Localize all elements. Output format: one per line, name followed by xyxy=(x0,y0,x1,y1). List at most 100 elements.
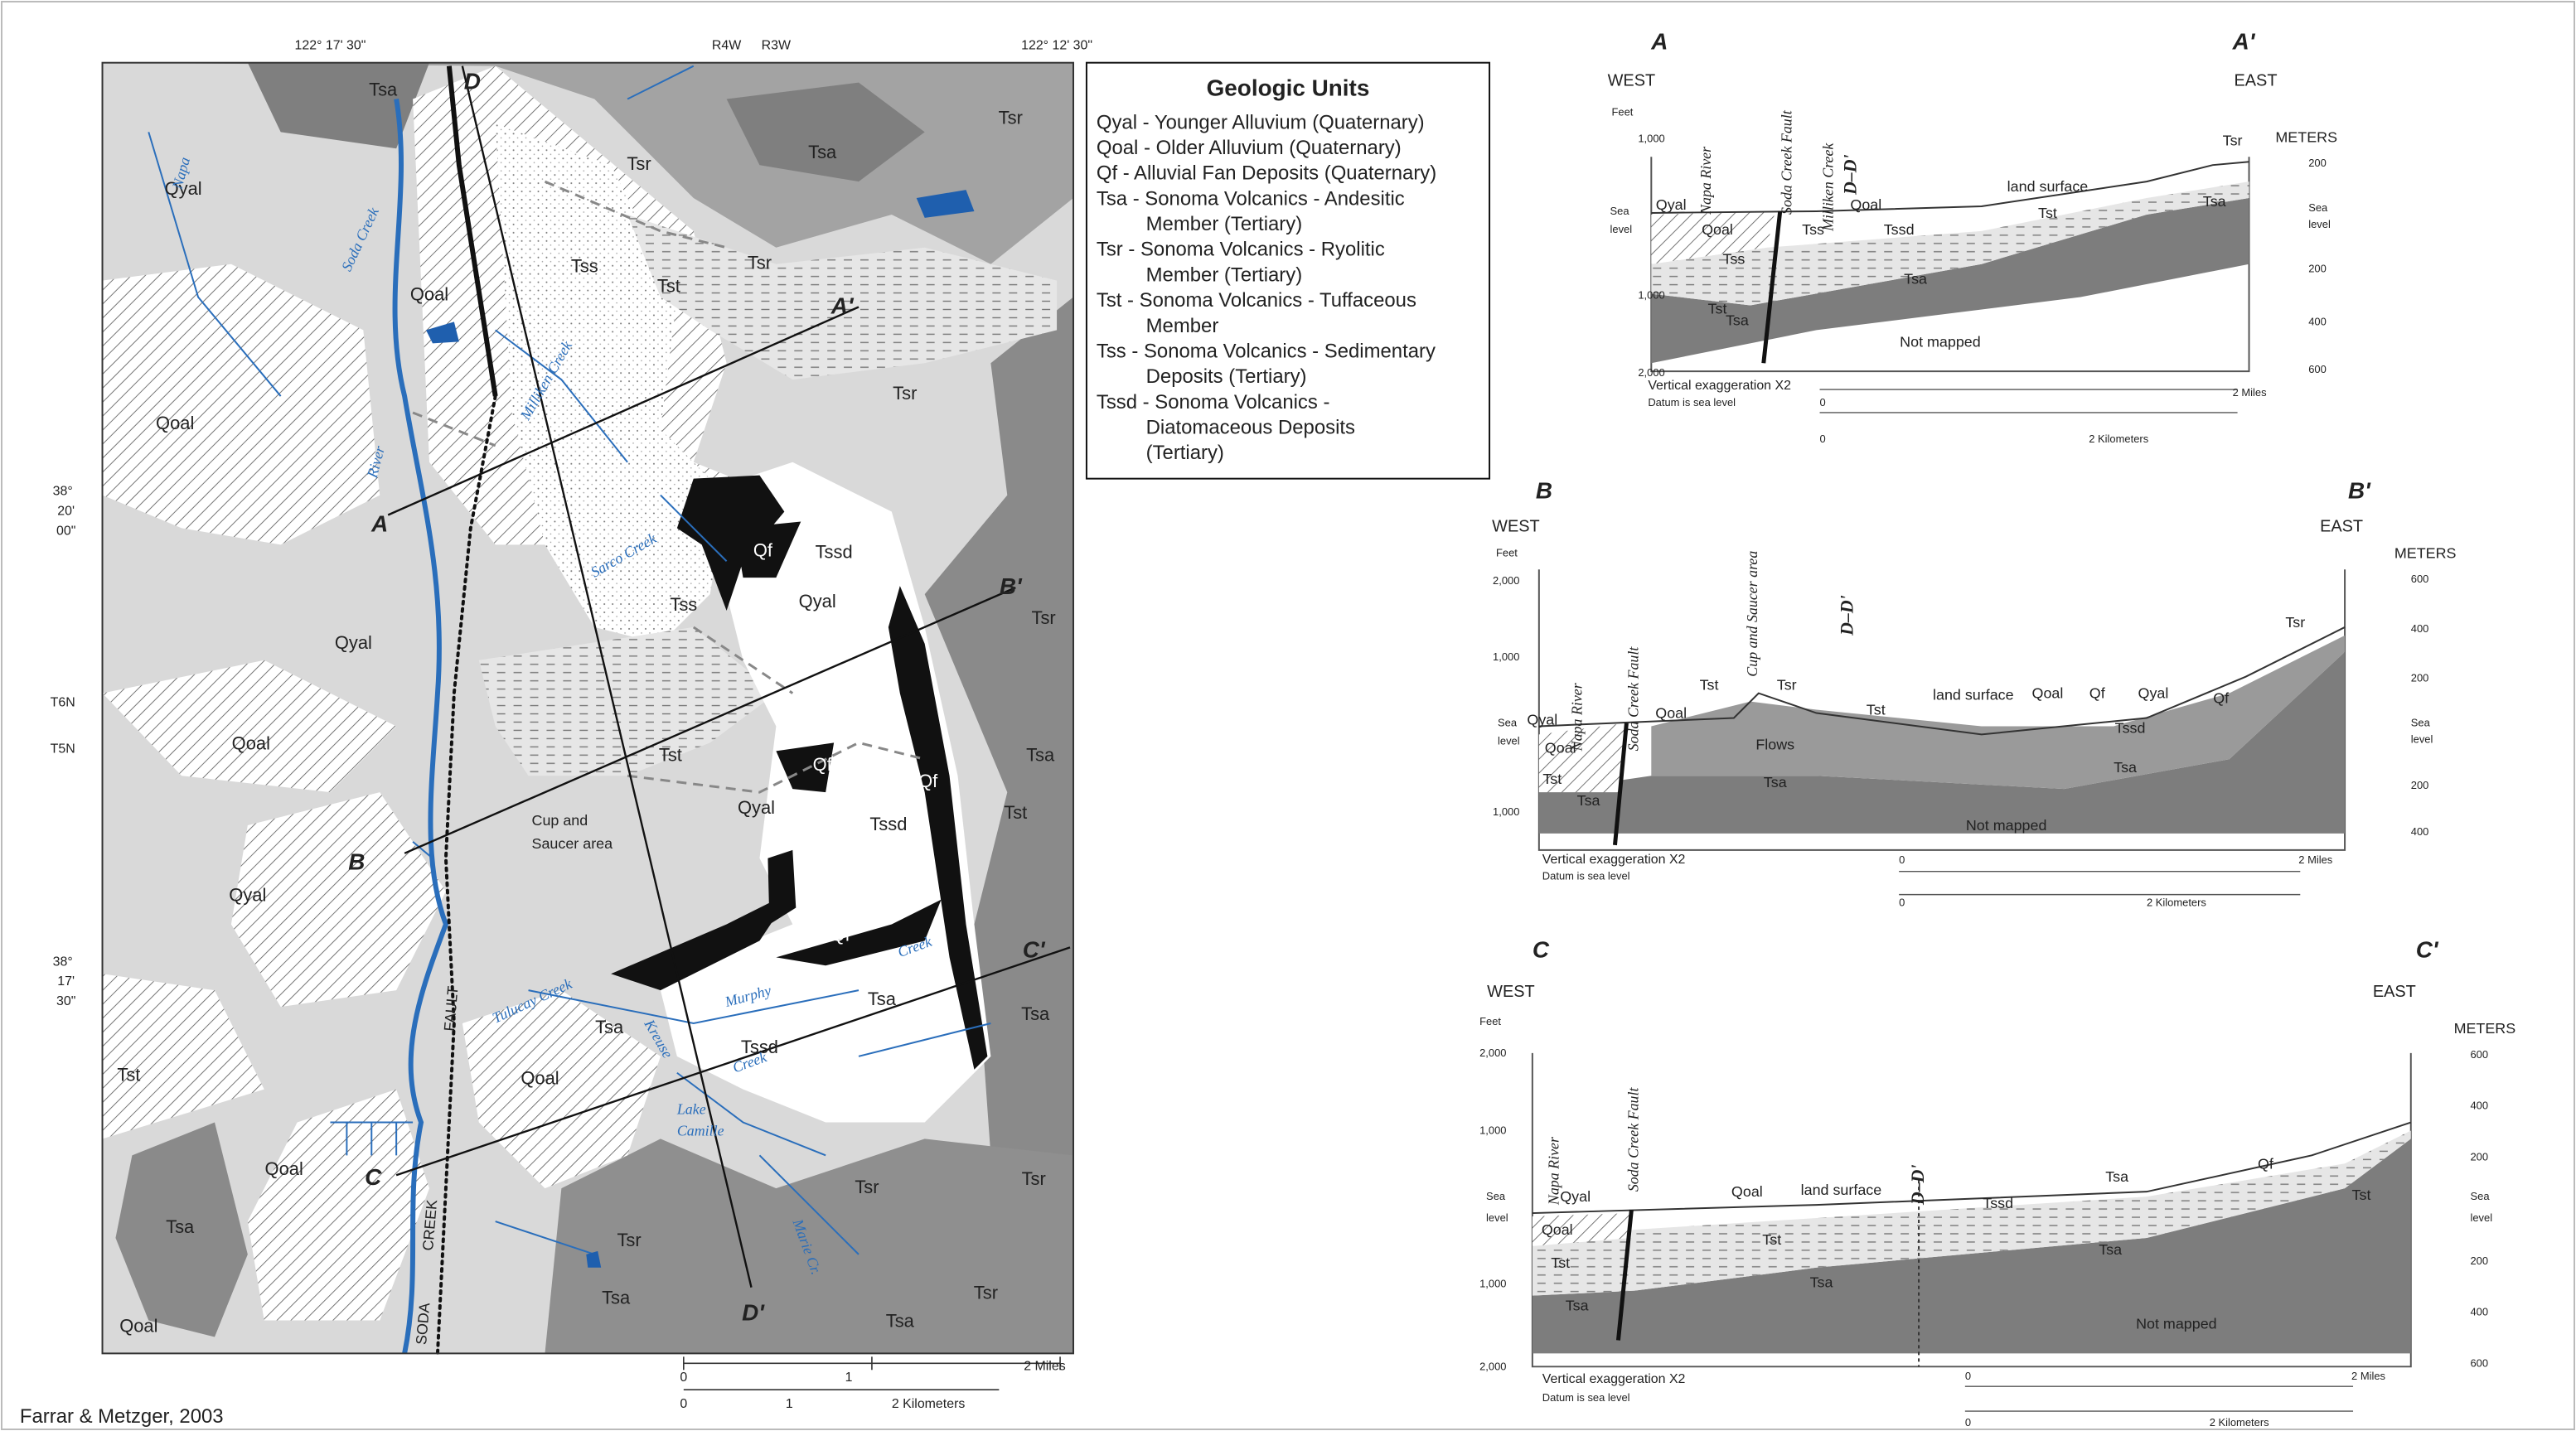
axis-label: 200 xyxy=(2411,779,2429,791)
unit-label: Tsa xyxy=(808,142,837,162)
section-note: 0 xyxy=(1899,853,1905,866)
section-note: 0 xyxy=(1965,1370,1971,1382)
unit-label: Tst xyxy=(1762,1231,1781,1248)
section-end: A' xyxy=(2232,29,2256,55)
axis-label: Sea xyxy=(2411,716,2431,728)
axis-label: 1,000 xyxy=(1493,805,1519,818)
legend-item: Member xyxy=(1146,315,1219,337)
axis-label: level xyxy=(2308,218,2331,230)
land-surface xyxy=(1538,626,2346,736)
legend-item: Deposits (Tertiary) xyxy=(1146,365,1307,388)
section-end: C' xyxy=(2416,936,2439,962)
unit-label: Qyal xyxy=(1560,1188,1591,1205)
tst-layer xyxy=(1651,181,2249,306)
unit-label: Tsa xyxy=(886,1311,915,1332)
unit-label: Qoal xyxy=(1850,196,1881,213)
section-name: Cup and Saucer area xyxy=(1744,551,1760,677)
unit-label: land surface xyxy=(2007,178,2089,195)
section-name: Napa River xyxy=(1546,1136,1562,1206)
tss-area xyxy=(495,123,727,644)
unit-label: Tsr xyxy=(893,383,917,404)
axis-label: 200 xyxy=(2308,157,2327,169)
axis-label: 600 xyxy=(2470,1048,2488,1061)
unit-label: Tsa xyxy=(1904,271,1927,288)
direction: WEST xyxy=(1487,983,1535,1001)
section-note: 2 Miles xyxy=(2298,853,2332,866)
unit-label: Tst xyxy=(1551,1255,1570,1271)
fault xyxy=(1615,1209,1634,1341)
section-name: D–D' xyxy=(1839,154,1860,196)
unit-label: Tst xyxy=(659,744,682,765)
unit-label: Tsa xyxy=(1764,774,1787,790)
unit-area xyxy=(545,1139,1073,1354)
unit-label: Tsr xyxy=(1777,677,1797,694)
unit-label: Tsa xyxy=(2105,1168,2128,1185)
unit-label: Qoal xyxy=(232,732,270,753)
axis-label: 400 xyxy=(2411,825,2429,838)
axis-label: Feet xyxy=(1496,546,1518,558)
legend-box xyxy=(1085,61,1491,480)
unit-label: Tsa xyxy=(1566,1298,1589,1314)
feature-label: Cup and xyxy=(532,812,588,829)
direction: WEST xyxy=(1492,517,1540,535)
scale-label: 2 Kilometers xyxy=(892,1397,966,1411)
axis-label: level xyxy=(1486,1211,1508,1224)
legend-item: Qyal - Younger Alluvium (Quaternary) xyxy=(1097,111,1425,133)
qoal-area xyxy=(102,263,446,1321)
legend-item: Tsa - Sonoma Volcanics - Andesitic xyxy=(1097,187,1405,210)
section-note: Vertical exaggeration X2 xyxy=(1542,853,1686,867)
qoal-area xyxy=(413,65,777,1189)
qoal-layer xyxy=(1532,1213,1632,1246)
unit-label: Qoal xyxy=(265,1158,303,1179)
axis-label: level xyxy=(1610,223,1633,235)
axis-label: Sea xyxy=(2470,1190,2490,1202)
credit: Farrar & Metzger, 2003 xyxy=(20,1405,224,1428)
section-note: 2 Miles xyxy=(2233,386,2267,399)
unit-label: Qyal xyxy=(335,632,372,653)
direction: EAST xyxy=(2373,983,2416,1001)
axis-label: 2,000 xyxy=(1479,1047,1506,1059)
coordinate: 00" xyxy=(56,524,75,538)
unit-label: Tsr xyxy=(999,107,1023,128)
axis-label: 400 xyxy=(2470,1306,2488,1318)
coordinate: T6N xyxy=(51,696,75,710)
unit-label: Tsa xyxy=(2099,1241,2122,1258)
unit-label: Flows xyxy=(1755,736,1794,752)
tsa-layer xyxy=(1538,651,2346,834)
tst-area xyxy=(478,214,1058,776)
unit-label: Qoal xyxy=(2032,685,2064,702)
unit-label: Tsa xyxy=(1021,1003,1050,1024)
fault xyxy=(1761,210,1783,364)
legend-item: Qoal - Older Alluvium (Quaternary) xyxy=(1097,137,1402,159)
unit-label: Tsr xyxy=(2223,132,2243,148)
legend-item: Tss - Sonoma Volcanics - Sedimentary xyxy=(1097,340,1436,362)
section-note: 2 Miles xyxy=(2351,1370,2385,1382)
section-note: Vertical exaggeration X2 xyxy=(1648,379,1791,393)
unit-label: Tssd xyxy=(741,1037,778,1057)
axis-label: 2,000 xyxy=(1638,366,1664,379)
unit-label: Tss xyxy=(1722,251,1745,268)
section-scale xyxy=(1899,871,2301,896)
unit-label: Not mapped xyxy=(1900,333,1981,350)
scale-label: 0 xyxy=(680,1397,687,1411)
legend-item: (Tertiary) xyxy=(1146,442,1224,464)
unit-label: Tsr xyxy=(627,153,651,174)
section-name: Napa River xyxy=(1569,682,1586,752)
unit-label: Tsa xyxy=(166,1216,195,1237)
axis-label: Feet xyxy=(1479,1015,1501,1027)
legend-item: Tst - Sonoma Volcanics - Tuffaceous xyxy=(1097,289,1416,312)
section-end: A' xyxy=(830,292,855,318)
legend xyxy=(1085,61,1491,480)
unit-label: Tsr xyxy=(1032,607,1056,628)
axis-label: 600 xyxy=(2308,363,2327,375)
flows-layer xyxy=(1651,635,2346,790)
section-end: A xyxy=(1650,29,1668,55)
unit-label: Qyal xyxy=(2138,685,2169,702)
legend-item: Member (Tertiary) xyxy=(1146,263,1303,286)
direction: WEST xyxy=(1608,72,1656,90)
unit-label: Tst xyxy=(1542,771,1562,787)
axis-label: Sea xyxy=(1498,716,1518,728)
unit-label: Tsr xyxy=(748,253,772,273)
